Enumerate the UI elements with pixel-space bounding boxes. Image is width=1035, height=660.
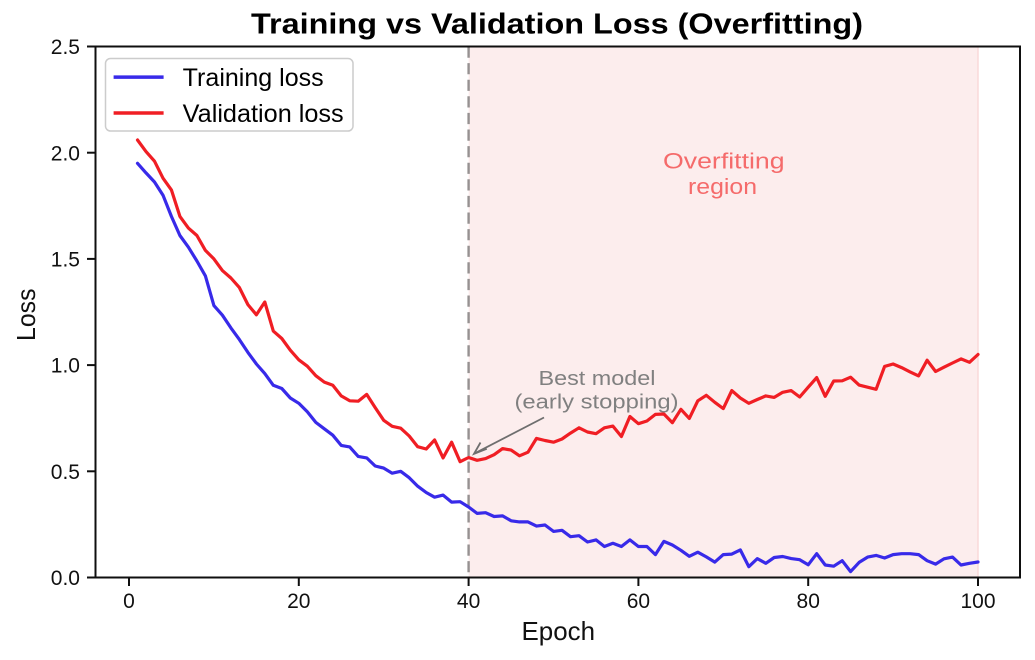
svg-text:60: 60 — [627, 590, 650, 613]
svg-text:1.5: 1.5 — [51, 249, 80, 272]
svg-text:Training loss: Training loss — [183, 64, 324, 92]
svg-text:100: 100 — [960, 590, 995, 613]
svg-text:Training vs Validation Loss (O: Training vs Validation Loss (Overfitting… — [251, 9, 863, 41]
svg-text:2.5: 2.5 — [51, 36, 80, 59]
svg-text:(early stopping): (early stopping) — [515, 392, 679, 414]
svg-text:2.0: 2.0 — [51, 142, 80, 165]
svg-text:region: region — [688, 174, 757, 199]
svg-text:0.5: 0.5 — [51, 461, 80, 484]
svg-text:Epoch: Epoch — [522, 616, 596, 646]
svg-text:40: 40 — [457, 590, 480, 613]
svg-text:0: 0 — [123, 590, 135, 613]
svg-text:Loss: Loss — [11, 289, 41, 342]
svg-text:1.0: 1.0 — [51, 355, 80, 378]
svg-text:80: 80 — [797, 590, 820, 613]
svg-text:20: 20 — [287, 590, 310, 613]
svg-text:0.0: 0.0 — [51, 567, 80, 590]
svg-text:Overfitting: Overfitting — [663, 149, 785, 174]
svg-text:Validation loss: Validation loss — [183, 100, 344, 128]
svg-text:Best model: Best model — [539, 368, 656, 390]
